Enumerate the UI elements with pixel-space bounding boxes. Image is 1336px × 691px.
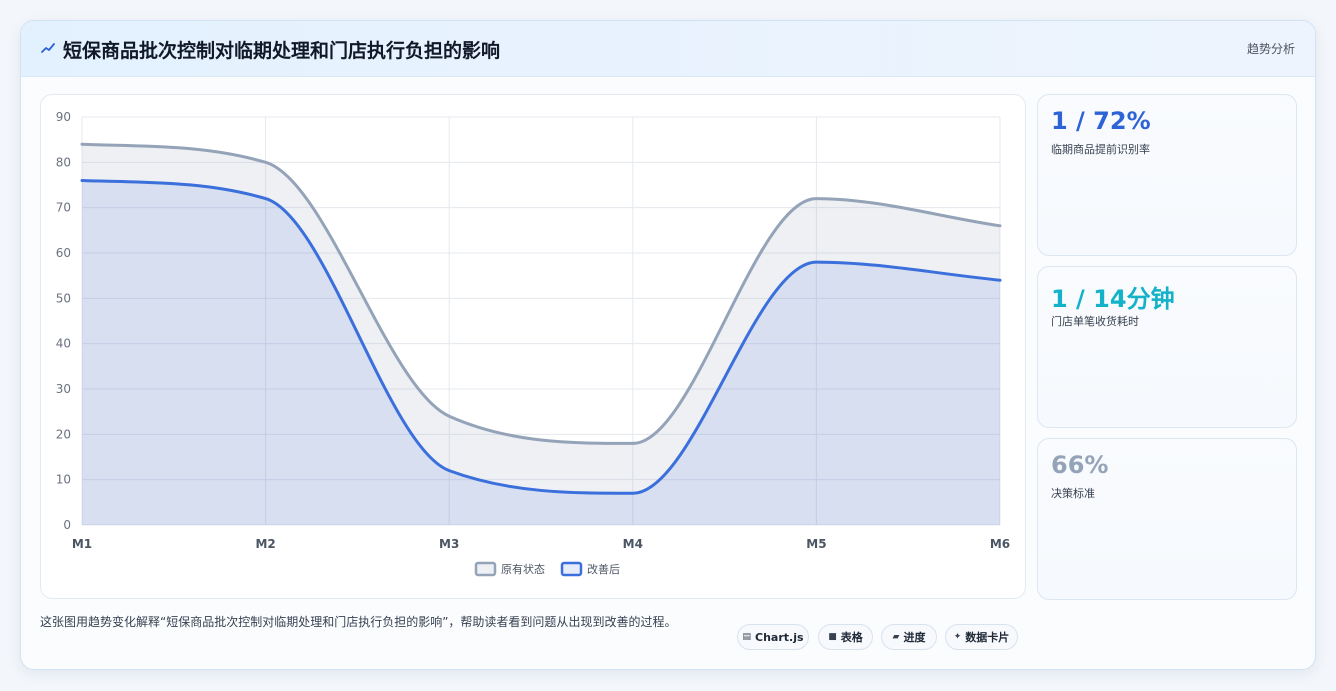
- tag-chartjs[interactable]: ▤ Chart.js: [737, 624, 809, 650]
- stat-label: 门店单笔收货耗时: [1051, 315, 1139, 328]
- stat-card-early-detection: 1 / 72% 临期商品提前识别率: [1037, 94, 1297, 256]
- table-icon: ■: [828, 632, 837, 642]
- tag-label: 数据卡片: [965, 631, 1010, 644]
- y-tick-label: 10: [56, 473, 71, 487]
- chart-card: 短保商品批次控制对临期处理和门店执行负担的影响 趋势分析 0 10 20 30 40 50…: [20, 20, 1316, 670]
- stat-value: 1 / 14分钟: [1051, 285, 1175, 313]
- area-chart: 0 10 20 30 40 50 60 70 80 90 M1 M2 M3 M4 M5 M6 原有状态 改善后: [56, 110, 1010, 577]
- stat-card-decision-standard: 66% 决策标准: [1037, 438, 1297, 600]
- x-tick-label: M2: [255, 537, 275, 551]
- y-tick-label: 20: [56, 427, 71, 441]
- card-header: 短保商品批次控制对临期处理和门店执行负担的影响 趋势分析: [21, 21, 1315, 77]
- x-tick-label: M4: [623, 537, 643, 551]
- series-area-2: [82, 180, 1000, 525]
- tag-label: 进度: [903, 631, 926, 644]
- x-tick-label: M6: [990, 537, 1010, 551]
- trend-analysis-link[interactable]: 趋势分析: [1246, 42, 1295, 56]
- page-title: 短保商品批次控制对临期处理和门店执行负担的影响: [63, 40, 501, 62]
- y-tick-label: 40: [56, 337, 71, 351]
- legend-swatch: [474, 561, 497, 577]
- y-tick-label: 0: [63, 518, 71, 532]
- y-tick-label: 50: [56, 291, 71, 305]
- legend-swatch: [560, 561, 583, 577]
- tag-table[interactable]: ■ 表格: [818, 624, 873, 650]
- stat-label: 临期商品提前识别率: [1051, 143, 1150, 156]
- y-tick-label: 90: [56, 110, 71, 124]
- stat-card-receiving-time: 1 / 14分钟 门店单笔收货耗时: [1037, 266, 1297, 428]
- stat-value: 66%: [1051, 451, 1109, 479]
- x-tick-label: M5: [806, 537, 826, 551]
- progress-icon: ▰: [892, 632, 900, 642]
- x-tick-label: M1: [72, 537, 92, 551]
- legend-label: 改善后: [587, 562, 620, 576]
- x-tick-label: M3: [439, 537, 459, 551]
- y-tick-label: 30: [56, 382, 71, 396]
- trend-line-icon: [41, 43, 55, 53]
- series-line-2: [80, 178, 1002, 495]
- tag-label: Chart.js: [755, 630, 804, 644]
- tag-data-cards[interactable]: ✦ 数据卡片: [945, 624, 1018, 650]
- sparkle-icon: ✦: [953, 632, 962, 642]
- stat-label: 决策标准: [1051, 487, 1095, 500]
- series-line-1: [80, 142, 1002, 445]
- chart-icon: ▤: [742, 632, 751, 642]
- tag-progress[interactable]: ▰ 进度: [881, 624, 937, 650]
- tag-label: 表格: [840, 631, 863, 644]
- chart-description: 这张图用趋势变化解释“短保商品批次控制对临期处理和门店执行负担的影响”，帮助读者…: [40, 615, 677, 629]
- legend-label: 原有状态: [501, 562, 545, 576]
- y-tick-label: 60: [56, 246, 71, 260]
- y-tick-label: 70: [56, 201, 71, 215]
- chart-panel: 0 10 20 30 40 50 60 70 80 90 M1 M2 M3 M4 M5 M6 原有状态 改善后: [40, 94, 1026, 599]
- stat-value: 1 / 72%: [1051, 107, 1151, 135]
- y-tick-label: 80: [56, 155, 71, 169]
